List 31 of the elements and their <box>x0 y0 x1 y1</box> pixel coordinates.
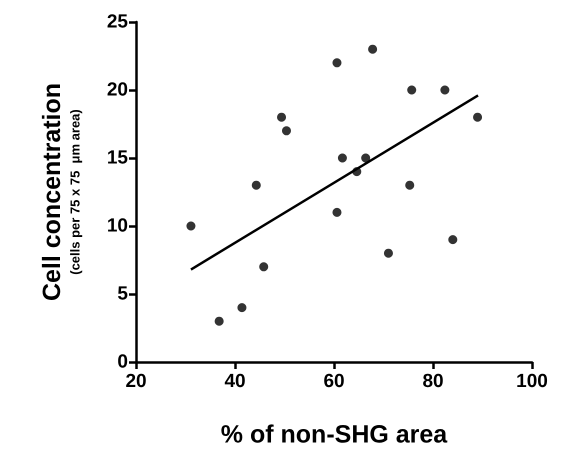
point <box>237 303 246 312</box>
point <box>252 180 261 190</box>
point <box>405 180 414 190</box>
x-tick-label: 80 <box>422 371 444 392</box>
point <box>361 154 370 162</box>
point <box>338 154 347 162</box>
y-tick-label: 10 <box>106 216 128 236</box>
point <box>186 222 196 230</box>
point <box>277 112 286 122</box>
point <box>440 86 450 94</box>
point <box>448 235 458 244</box>
point <box>352 167 362 176</box>
y-axis-title: Cell concentration (cells per 75 x 75 μm area) <box>38 82 82 302</box>
point <box>282 126 291 136</box>
point <box>214 316 224 326</box>
x-tick-label: 40 <box>224 371 246 392</box>
point <box>368 44 378 54</box>
point <box>407 86 416 94</box>
y-tick-label: 0 <box>117 352 128 372</box>
y-tick-label: 20 <box>106 80 128 100</box>
y-tick-label: 25 <box>106 12 128 32</box>
x-axis-title: % of non-SHG area <box>220 420 448 448</box>
point <box>259 262 268 272</box>
y-tick-label: 15 <box>106 148 128 168</box>
x-tick-label: 100 <box>516 371 548 392</box>
point <box>332 208 342 217</box>
point <box>384 248 393 258</box>
x-tick-label: 60 <box>323 371 345 392</box>
point <box>473 112 482 122</box>
point <box>332 58 342 68</box>
y-tick-label: 5 <box>117 284 128 304</box>
